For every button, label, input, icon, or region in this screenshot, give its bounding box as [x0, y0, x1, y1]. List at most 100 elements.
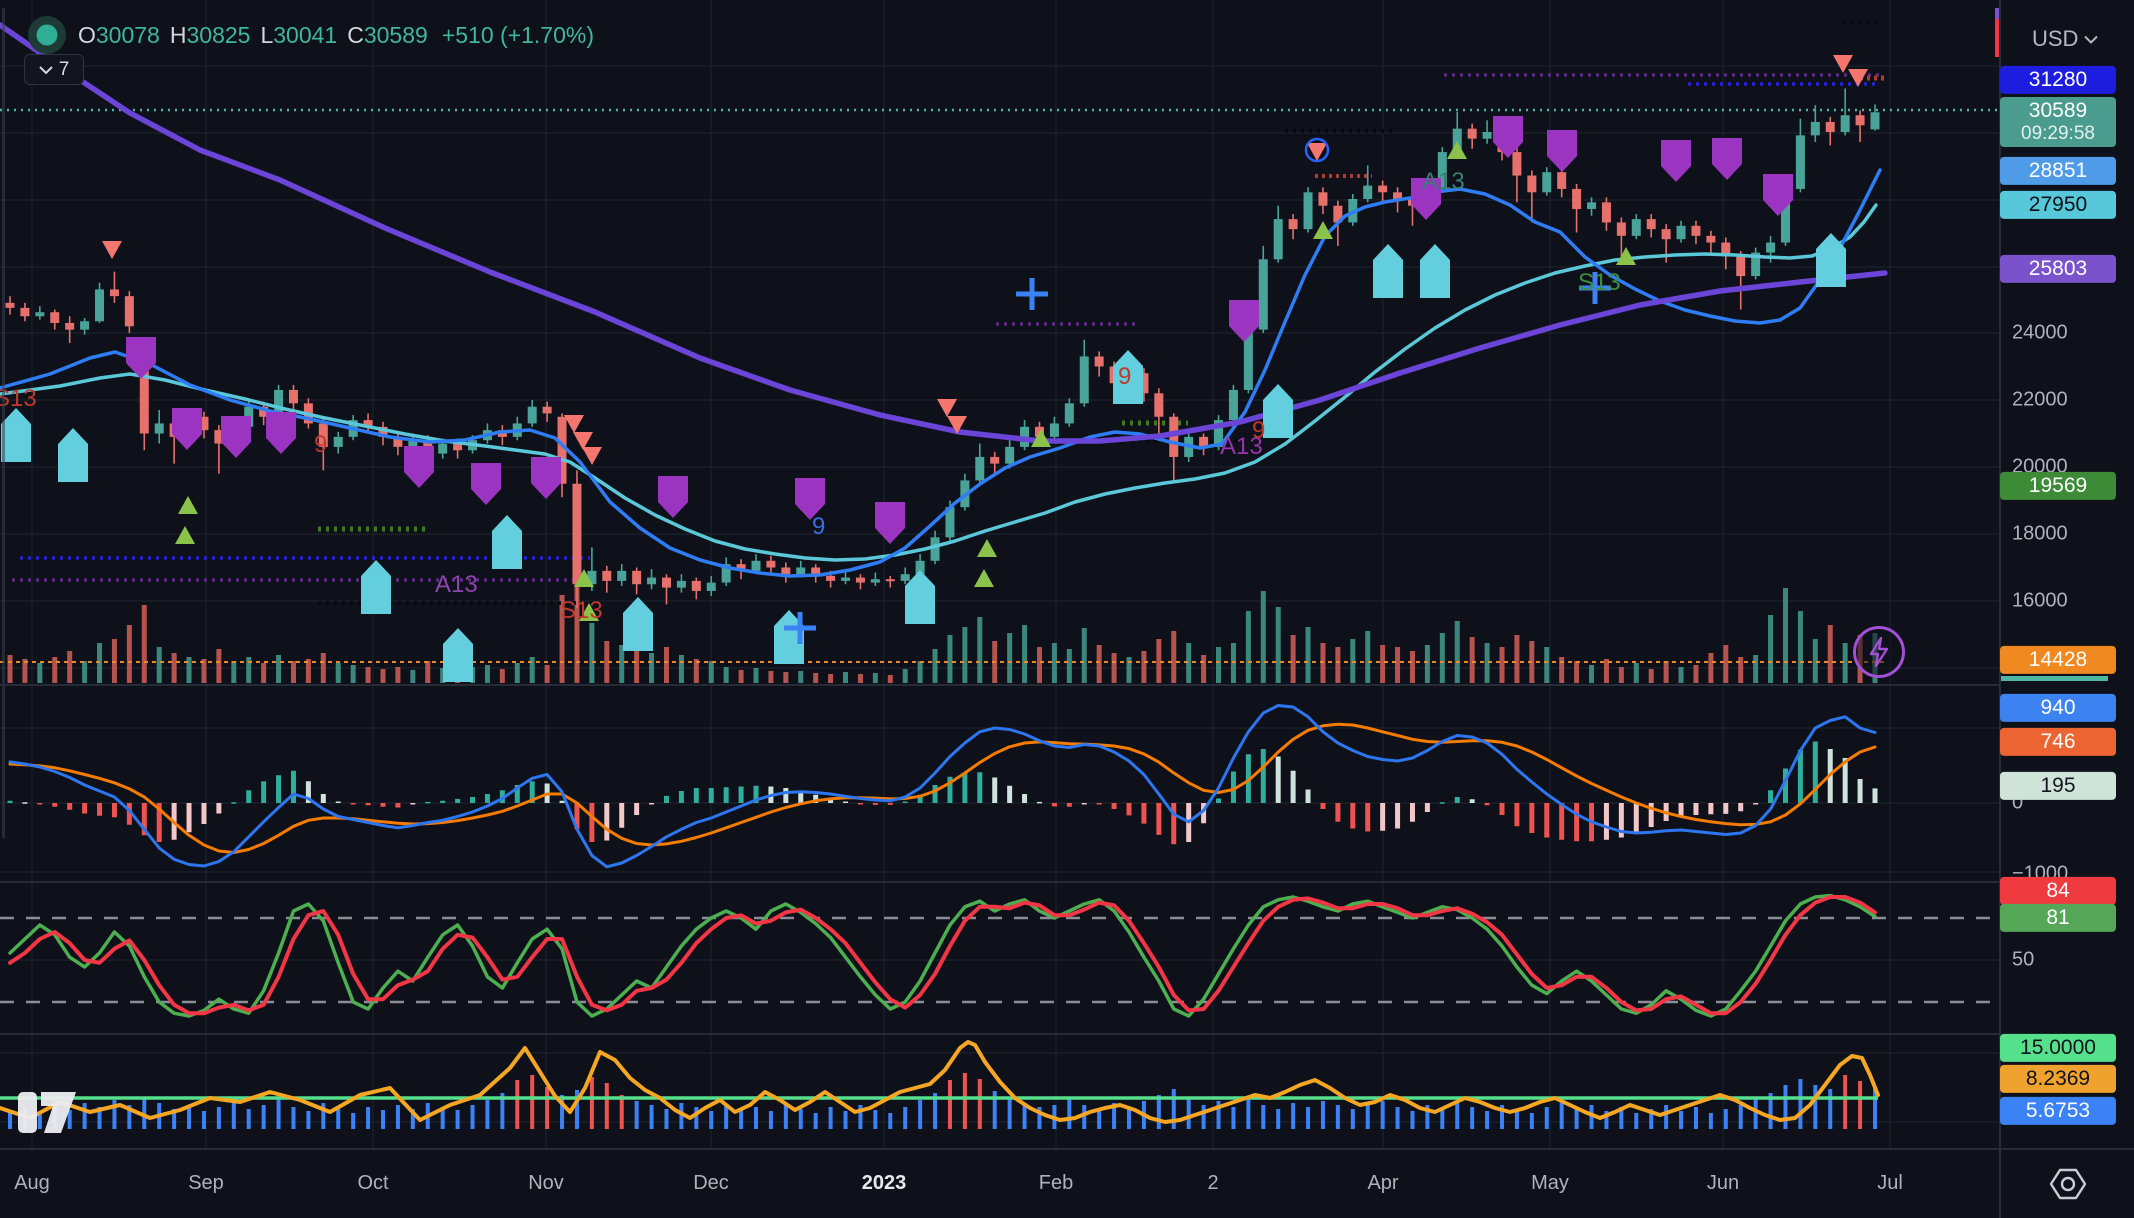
candle-body [930, 537, 940, 561]
time-axis-label[interactable]: Dec [693, 1172, 729, 1194]
stoch-d-label[interactable]: 84 [2000, 876, 2116, 906]
price-label-volume[interactable]: 14428 [2000, 645, 2116, 675]
candle-body [1691, 225, 1701, 236]
osc-bar [1365, 1105, 1370, 1129]
currency-selector[interactable]: USD [2032, 26, 2099, 52]
indicators-collapse-button[interactable]: 7 [24, 54, 84, 85]
osc-orange-label[interactable]: 8.2369 [2000, 1064, 2116, 1094]
osc-bar [1529, 1113, 1534, 1129]
price-label-ma2[interactable]: 27950 [2000, 190, 2116, 220]
cross-marker [784, 612, 816, 644]
down-arrow-marker [1848, 69, 1868, 87]
price-axis-border[interactable] [1999, 0, 2001, 1218]
time-axis-label[interactable]: Sep [188, 1172, 224, 1194]
price-label-high[interactable]: 31280 [2000, 65, 2116, 95]
price-label-level[interactable]: 19569 [2000, 471, 2116, 501]
time-axis-label[interactable]: Apr [1367, 1172, 1399, 1194]
candle-body [1646, 219, 1656, 230]
axis-tick-label: 18000 [2012, 522, 2068, 545]
stoch-k-label[interactable]: 81 [2000, 903, 2116, 933]
macd-histogram-bar [365, 803, 371, 806]
ma-line-blue [0, 168, 1882, 578]
candle-body [1661, 229, 1671, 240]
price-label-last[interactable]: 30589 09:29:58 [2000, 97, 2116, 147]
macd-histogram-bar [723, 787, 729, 803]
time-axis-label[interactable]: Oct [357, 1172, 389, 1194]
volume-bar [1036, 647, 1042, 683]
volume-bar [1335, 647, 1341, 683]
candle-body [1452, 128, 1462, 153]
macd-label[interactable]: 940 [2000, 693, 2116, 723]
candle-body [617, 570, 627, 581]
candle-body [1303, 192, 1313, 230]
macd-histogram-bar [1335, 803, 1341, 822]
macd-histogram-bar [649, 803, 655, 805]
chart-annotation: S13 [0, 385, 37, 412]
macd-histogram-bar [290, 770, 296, 803]
osc-bar [1858, 1081, 1863, 1129]
macd-histogram-bar [484, 794, 490, 803]
pane-separator[interactable] [0, 881, 1999, 883]
up-triangle-marker [1616, 247, 1636, 265]
volume-bar [1768, 615, 1774, 683]
osc-bar [709, 1111, 714, 1129]
buy-shield-marker [443, 628, 473, 682]
time-axis-label[interactable]: Aug [14, 1172, 50, 1194]
time-axis-label[interactable]: 2023 [861, 1172, 907, 1194]
pane-separator[interactable] [0, 684, 1999, 686]
tradingview-logo[interactable] [18, 1090, 80, 1141]
volume-bar [1693, 665, 1699, 683]
osc-bar [1291, 1103, 1296, 1129]
time-axis-label[interactable]: May [1531, 1172, 1569, 1194]
macd-histogram-bar [1111, 803, 1117, 809]
macd-histogram-bar [1857, 779, 1863, 803]
up-triangle-marker [1313, 221, 1333, 239]
buy-shield-marker [361, 560, 391, 614]
symbol-legend[interactable]: O30078 H30825 L30041 C30589 +510 (+1.70%) [26, 14, 594, 56]
volume-bar [290, 661, 296, 683]
candle-body [1273, 219, 1283, 260]
price-label-ma[interactable]: 28851 [2000, 156, 2116, 186]
volume-bar [559, 595, 565, 683]
up-triangle-marker [977, 539, 997, 557]
osc-bar [1664, 1105, 1669, 1129]
osc-bar [455, 1110, 460, 1129]
time-axis-label[interactable]: Nov [528, 1172, 564, 1194]
volume-bar [1663, 661, 1669, 683]
macd-histogram-bar [52, 803, 58, 807]
axis-teal-strip [1999, 676, 2108, 681]
axis-settings-button[interactable] [2048, 1164, 2088, 1209]
volume-bar [1141, 651, 1147, 683]
down-arrow-marker [102, 241, 122, 259]
pane-separator[interactable] [0, 1033, 1999, 1035]
osc-blue-label[interactable]: 5.6753 [2000, 1096, 2116, 1126]
osc-level-label[interactable]: 15.0000 [2000, 1033, 2116, 1063]
macd-histogram-bar [1380, 803, 1386, 831]
macd-histogram-bar [410, 803, 416, 805]
macd-signal-label[interactable]: 746 [2000, 727, 2116, 757]
time-axis-label[interactable]: Jun [1706, 1172, 1740, 1194]
osc-bar [873, 1110, 878, 1129]
volume-bar [1559, 657, 1565, 683]
volume-bar [544, 665, 550, 683]
macd-histogram-bar [872, 803, 878, 805]
macd-hist-label[interactable]: 195 [2000, 771, 2116, 801]
time-axis-label[interactable]: Feb [1038, 1172, 1074, 1194]
candle-body [95, 289, 105, 322]
time-axis-label[interactable]: Jul [1877, 1172, 1903, 1194]
osc-bar [813, 1113, 818, 1129]
macd-histogram-bar [1618, 803, 1624, 838]
volume-bar [1603, 659, 1609, 683]
macd-histogram-bar [1141, 803, 1147, 824]
axis-tick-label: 22000 [2012, 388, 2068, 411]
axis-tick-label: 16000 [2012, 589, 2068, 612]
price-label-ma3[interactable]: 25803 [2000, 254, 2116, 284]
candle-body [109, 289, 119, 297]
quick-action-button[interactable] [1853, 626, 1905, 678]
time-axis-label[interactable]: 2 [1207, 1172, 1219, 1194]
osc-bar [500, 1093, 505, 1129]
osc-bar [1843, 1075, 1848, 1129]
macd-histogram-bar [276, 775, 282, 803]
buy-shield-marker [1420, 244, 1450, 298]
